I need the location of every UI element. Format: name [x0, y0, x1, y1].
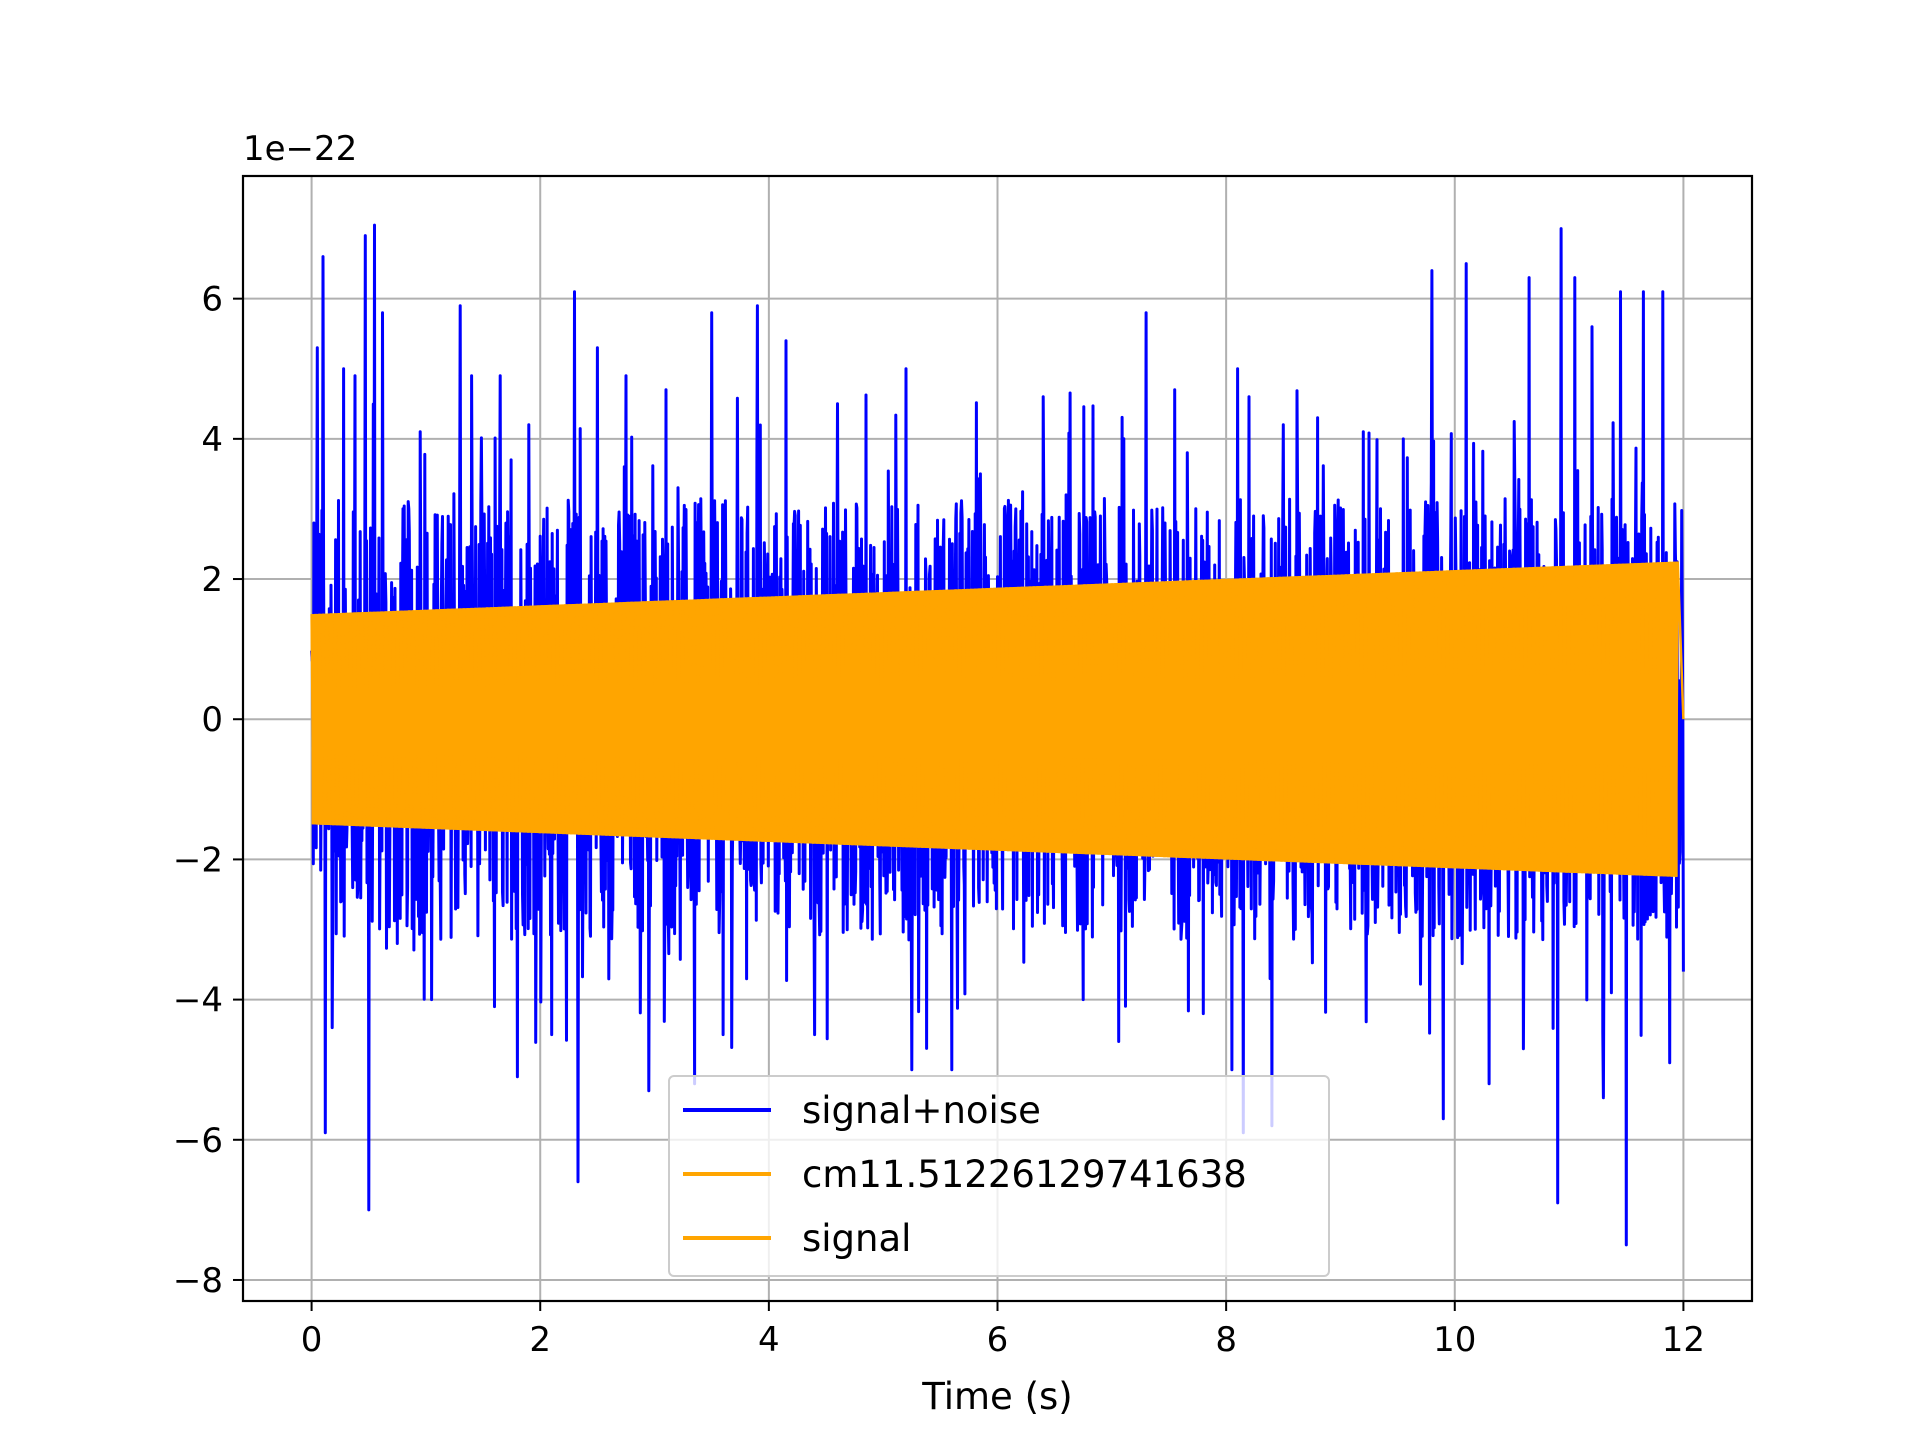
y-tick-label: 0 — [201, 700, 223, 740]
x-axis-label: Time (s) — [921, 1375, 1072, 1418]
y-tick-label: −6 — [173, 1121, 223, 1161]
x-tick-label: 0 — [301, 1320, 323, 1360]
legend: signal+noise cm11.51226129741638 signal — [668, 1075, 1330, 1277]
legend-label-cm: cm11.51226129741638 — [802, 1153, 1247, 1196]
y-tick-label: 4 — [201, 420, 223, 460]
legend-label-signal: signal — [802, 1217, 911, 1260]
x-tick-label: 8 — [1215, 1320, 1237, 1360]
series-line-signal — [310, 561, 1685, 877]
series-layer — [310, 223, 1685, 1247]
y-offset-label: 1e−22 — [243, 129, 357, 169]
x-tick-label: 6 — [987, 1320, 1009, 1360]
y-tick-label: −2 — [173, 840, 223, 880]
x-tick-label: 10 — [1433, 1320, 1476, 1360]
y-tick-label: −8 — [173, 1261, 223, 1301]
axis-ticks: 0 2 4 6 8 10 12 −8 −6 −4 −2 0 2 4 6 — [173, 280, 1705, 1360]
x-tick-label: 12 — [1662, 1320, 1705, 1360]
y-tick-label: 2 — [201, 560, 223, 600]
legend-label-signal-noise: signal+noise — [802, 1089, 1041, 1132]
x-tick-label: 2 — [529, 1320, 551, 1360]
y-tick-label: 6 — [201, 280, 223, 320]
y-tick-label: −4 — [173, 981, 223, 1021]
x-tick-label: 4 — [758, 1320, 780, 1360]
legend-box — [668, 1075, 1330, 1277]
